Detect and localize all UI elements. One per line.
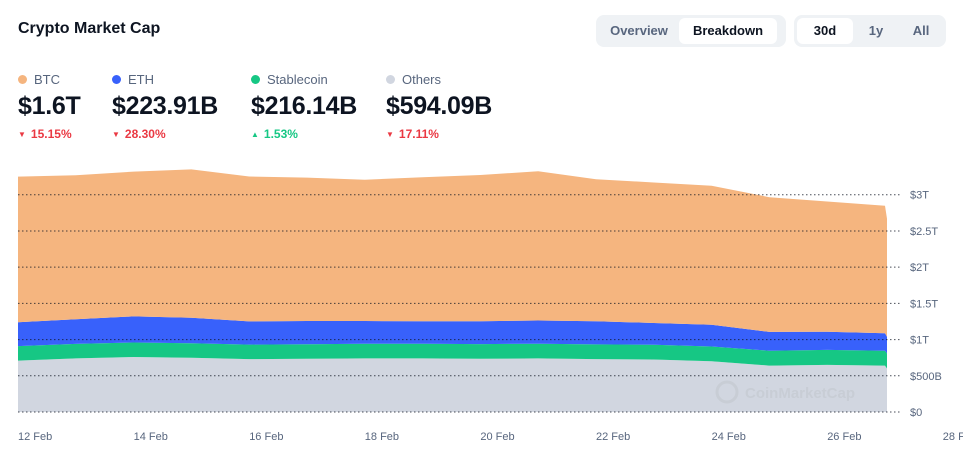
metric-label: BTC bbox=[34, 72, 60, 87]
metric-label: ETH bbox=[128, 72, 154, 87]
y-tick-label: $1T bbox=[910, 335, 929, 347]
coinmarketcap-logo-icon bbox=[715, 380, 739, 404]
metric-btc: BTC $1.6T ▼ 15.15% bbox=[18, 72, 81, 141]
y-tick-label: $3T bbox=[910, 190, 929, 202]
x-tick-label: 14 Feb bbox=[134, 431, 168, 443]
metric-change: ▼ 28.30% bbox=[112, 127, 166, 141]
x-tick-label: 20 Feb bbox=[480, 431, 514, 443]
y-tick-label: $500B bbox=[910, 371, 942, 383]
caret-up-icon: ▲ bbox=[251, 129, 259, 139]
others-legend-dot bbox=[386, 75, 395, 84]
range-toggle: 30d 1y All bbox=[794, 15, 946, 47]
caret-down-icon: ▼ bbox=[386, 129, 394, 139]
btc-legend-dot bbox=[18, 75, 27, 84]
x-tick-label: 22 Feb bbox=[596, 431, 630, 443]
metric-value: $1.6T bbox=[18, 92, 81, 120]
metric-label: Stablecoin bbox=[267, 72, 328, 87]
metric-value: $223.91B bbox=[112, 92, 219, 120]
page-title: Crypto Market Cap bbox=[18, 20, 161, 37]
x-tick-label: 12 Feb bbox=[18, 431, 52, 443]
x-tick-label: 24 Feb bbox=[712, 431, 746, 443]
x-tick-label: 26 Feb bbox=[827, 431, 861, 443]
x-tick-label: 28 Feb bbox=[943, 431, 963, 443]
range-all-button[interactable]: All bbox=[912, 23, 930, 38]
metric-change: ▼ 15.15% bbox=[18, 127, 72, 141]
area-eth bbox=[18, 316, 887, 356]
y-tick-label: $2.5T bbox=[910, 226, 938, 238]
x-tick-label: 16 Feb bbox=[249, 431, 283, 443]
metric-value: $594.09B bbox=[386, 92, 493, 120]
x-tick-label: 18 Feb bbox=[365, 431, 399, 443]
y-tick-label: $0 bbox=[910, 407, 922, 419]
caret-down-icon: ▼ bbox=[18, 129, 26, 139]
area-stablecoin bbox=[18, 340, 887, 372]
area-others bbox=[18, 355, 887, 412]
view-toggle: Overview Breakdown bbox=[596, 15, 786, 47]
metric-stablecoin: Stablecoin $216.14B ▲ 1.53% bbox=[251, 72, 357, 141]
metric-value: $216.14B bbox=[251, 92, 358, 120]
metric-others: Others $594.09B ▼ 17.11% bbox=[386, 72, 492, 141]
tab-overview[interactable]: Overview bbox=[610, 23, 668, 38]
caret-down-icon: ▼ bbox=[112, 129, 120, 139]
y-tick-label: $1.5T bbox=[910, 298, 938, 310]
stablecoin-legend-dot bbox=[251, 75, 260, 84]
area-btc bbox=[18, 169, 887, 340]
metric-change: ▲ 1.53% bbox=[251, 127, 298, 141]
metric-eth: ETH $223.91B ▼ 28.30% bbox=[112, 72, 218, 141]
range-1y-button[interactable]: 1y bbox=[868, 23, 884, 38]
watermark: CoinMarketCap bbox=[745, 385, 855, 402]
metric-change: ▼ 17.11% bbox=[386, 127, 439, 141]
eth-legend-dot bbox=[112, 75, 121, 84]
y-tick-label: $2T bbox=[910, 262, 929, 274]
tab-breakdown[interactable]: Breakdown bbox=[679, 18, 777, 44]
range-30d-button[interactable]: 30d bbox=[797, 18, 853, 44]
metric-label: Others bbox=[402, 72, 442, 87]
